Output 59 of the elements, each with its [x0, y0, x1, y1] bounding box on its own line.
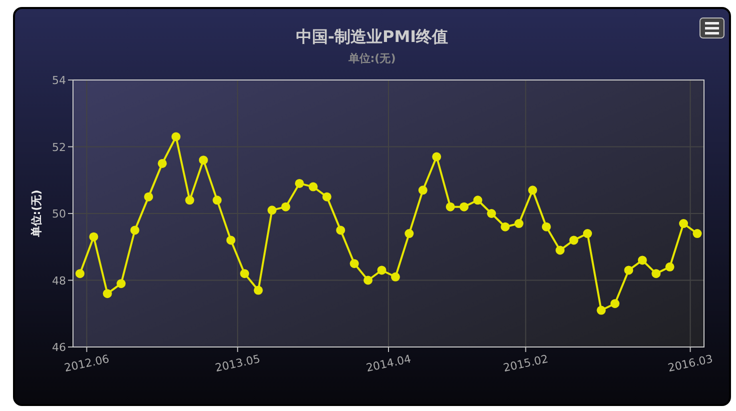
point: [596, 306, 606, 315]
point: [500, 222, 510, 232]
point: [665, 262, 674, 272]
point: [226, 236, 236, 245]
x-tick-label: 2015.02: [502, 352, 550, 375]
point: [158, 158, 167, 168]
y-tick-label: 54: [52, 74, 66, 87]
x-tick-label: 2014.04: [365, 352, 412, 375]
point: [350, 259, 359, 268]
y-tick-label: 46: [52, 341, 66, 354]
point: [446, 202, 455, 212]
point: [281, 202, 290, 212]
point: [556, 246, 565, 255]
y-tick-label: 48: [52, 274, 66, 288]
point: [610, 299, 620, 308]
point: [692, 229, 702, 238]
point: [89, 232, 98, 242]
point: [364, 276, 373, 285]
point: [583, 229, 592, 238]
point: [268, 206, 277, 215]
point: [198, 156, 208, 165]
point: [679, 219, 688, 228]
point: [75, 269, 84, 278]
point: [418, 186, 428, 195]
point: [460, 202, 469, 212]
y-tick-label: 52: [52, 140, 66, 154]
point: [240, 269, 250, 278]
point: [336, 226, 346, 235]
point: [404, 229, 414, 238]
y-axis-title: 单位:(无): [30, 190, 43, 238]
point: [171, 132, 180, 142]
point: [294, 178, 304, 188]
point: [144, 192, 154, 202]
chart-title: 中国-制造业PMI终值: [296, 27, 448, 46]
point: [130, 226, 140, 235]
x-tick-label: 2013.05: [214, 352, 262, 375]
point: [102, 289, 112, 298]
x-tick-label: 2016.03: [666, 352, 714, 375]
point: [116, 279, 126, 288]
point: [432, 152, 442, 162]
point: [390, 272, 400, 282]
point: [528, 186, 538, 195]
point: [542, 222, 551, 232]
point: [308, 182, 318, 192]
point: [638, 256, 647, 265]
point: [377, 266, 386, 275]
x-tick-label: 2012.06: [63, 352, 110, 375]
point: [569, 236, 578, 245]
point: [212, 196, 222, 205]
point: [514, 219, 524, 228]
point: [652, 269, 661, 278]
point: [185, 196, 194, 205]
point: [624, 266, 634, 275]
point: [322, 192, 332, 202]
y-tick-label: 50: [52, 208, 66, 220]
point: [473, 196, 482, 205]
point: [254, 286, 263, 295]
chart-subtitle: 单位:(无): [347, 52, 396, 65]
point: [486, 209, 496, 218]
